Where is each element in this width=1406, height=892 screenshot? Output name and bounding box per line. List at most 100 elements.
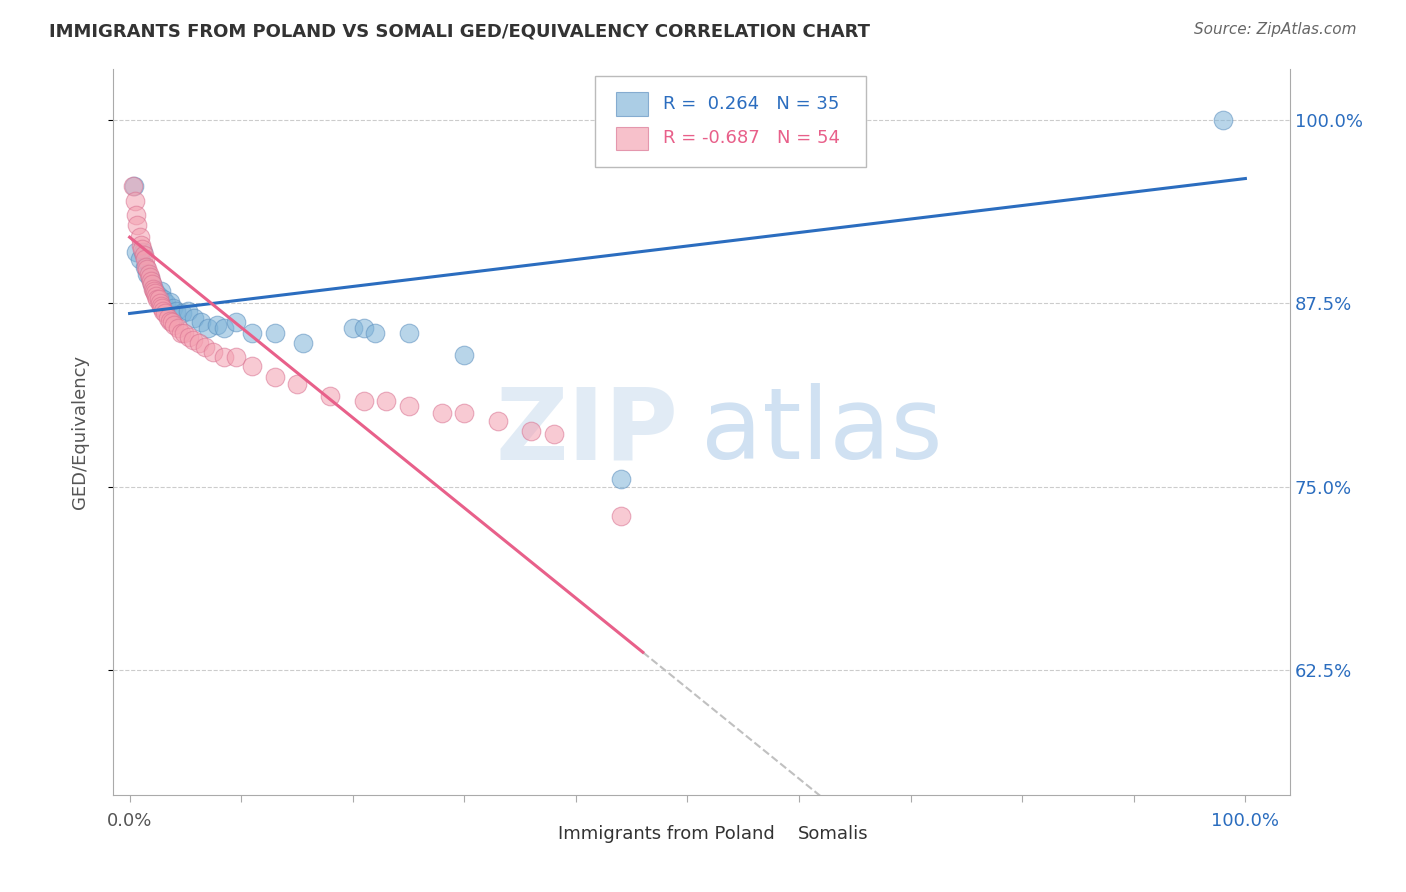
Point xyxy=(159,314,181,328)
Bar xyxy=(616,93,648,116)
Point xyxy=(170,306,193,320)
Point xyxy=(165,303,187,318)
Text: atlas: atlas xyxy=(702,383,943,480)
Point xyxy=(135,260,157,274)
Text: Somalis: Somalis xyxy=(799,825,869,844)
Point xyxy=(430,406,453,420)
Point xyxy=(194,340,217,354)
Point xyxy=(173,326,195,340)
Point xyxy=(197,321,219,335)
Text: Immigrants from Poland: Immigrants from Poland xyxy=(558,825,775,844)
Point xyxy=(143,281,166,295)
Point xyxy=(142,281,165,295)
Point xyxy=(139,274,162,288)
Point xyxy=(190,315,212,329)
Point xyxy=(149,285,172,299)
Point xyxy=(134,252,156,267)
Bar xyxy=(758,824,787,845)
Point xyxy=(319,388,342,402)
FancyBboxPatch shape xyxy=(596,76,866,167)
Bar xyxy=(616,127,648,150)
Point xyxy=(145,285,167,300)
Point xyxy=(148,289,170,303)
Text: 100.0%: 100.0% xyxy=(1212,812,1279,830)
Point xyxy=(159,294,181,309)
Point xyxy=(122,178,145,193)
Point xyxy=(141,277,163,292)
Point xyxy=(138,269,160,284)
Point xyxy=(160,315,183,329)
Point xyxy=(398,399,420,413)
Point xyxy=(122,178,145,193)
Point xyxy=(150,301,173,315)
Point xyxy=(291,335,314,350)
Point xyxy=(543,426,565,441)
Point xyxy=(155,296,177,310)
Point xyxy=(136,267,159,281)
Point xyxy=(141,277,163,292)
Point xyxy=(353,394,375,409)
Point xyxy=(202,344,225,359)
Point xyxy=(486,413,509,427)
Point xyxy=(398,326,420,340)
Point xyxy=(353,321,375,335)
Point xyxy=(138,271,160,285)
Point xyxy=(163,318,186,333)
Point xyxy=(187,335,209,350)
Point xyxy=(364,326,387,340)
Point xyxy=(225,351,247,365)
Point xyxy=(132,244,155,259)
Point xyxy=(263,369,285,384)
Point xyxy=(285,376,308,391)
Text: 0.0%: 0.0% xyxy=(107,812,152,830)
Text: R = -0.687   N = 54: R = -0.687 N = 54 xyxy=(662,129,839,147)
Point xyxy=(166,321,188,335)
Point xyxy=(183,310,205,325)
Text: Source: ZipAtlas.com: Source: ZipAtlas.com xyxy=(1194,22,1357,37)
Point xyxy=(152,292,174,306)
Point xyxy=(128,230,150,244)
Point xyxy=(124,194,146,208)
Point xyxy=(128,252,150,267)
Point xyxy=(1212,112,1234,127)
Point xyxy=(240,326,263,340)
Text: R =  0.264   N = 35: R = 0.264 N = 35 xyxy=(662,95,839,113)
Point xyxy=(225,315,247,329)
Point xyxy=(131,242,153,256)
Point xyxy=(143,285,166,299)
Point xyxy=(134,260,156,274)
Point xyxy=(181,333,204,347)
Point xyxy=(170,326,193,340)
Point xyxy=(143,285,166,300)
Point xyxy=(129,237,152,252)
Point xyxy=(162,301,184,315)
Point xyxy=(132,248,155,262)
Point xyxy=(176,303,198,318)
Point xyxy=(138,267,160,281)
Point xyxy=(125,244,148,259)
Point xyxy=(127,219,149,233)
Text: ZIP: ZIP xyxy=(495,383,678,480)
Y-axis label: GED/Equivalency: GED/Equivalency xyxy=(72,354,89,508)
Point xyxy=(149,299,172,313)
Point xyxy=(125,208,148,222)
Point xyxy=(145,289,167,303)
Text: IMMIGRANTS FROM POLAND VS SOMALI GED/EQUIVALENCY CORRELATION CHART: IMMIGRANTS FROM POLAND VS SOMALI GED/EQU… xyxy=(49,22,870,40)
Point xyxy=(240,359,263,374)
Point xyxy=(152,303,174,318)
Point xyxy=(156,310,179,325)
Point xyxy=(609,472,631,486)
Point xyxy=(453,406,475,420)
Point xyxy=(375,394,398,409)
Point xyxy=(148,292,170,306)
Point xyxy=(263,326,285,340)
Point xyxy=(609,508,631,523)
Point xyxy=(177,330,200,344)
Point xyxy=(214,351,236,365)
Bar xyxy=(519,824,548,845)
Point xyxy=(453,347,475,361)
Point xyxy=(155,306,177,320)
Point xyxy=(146,292,169,306)
Point xyxy=(342,321,364,335)
Point xyxy=(214,321,236,335)
